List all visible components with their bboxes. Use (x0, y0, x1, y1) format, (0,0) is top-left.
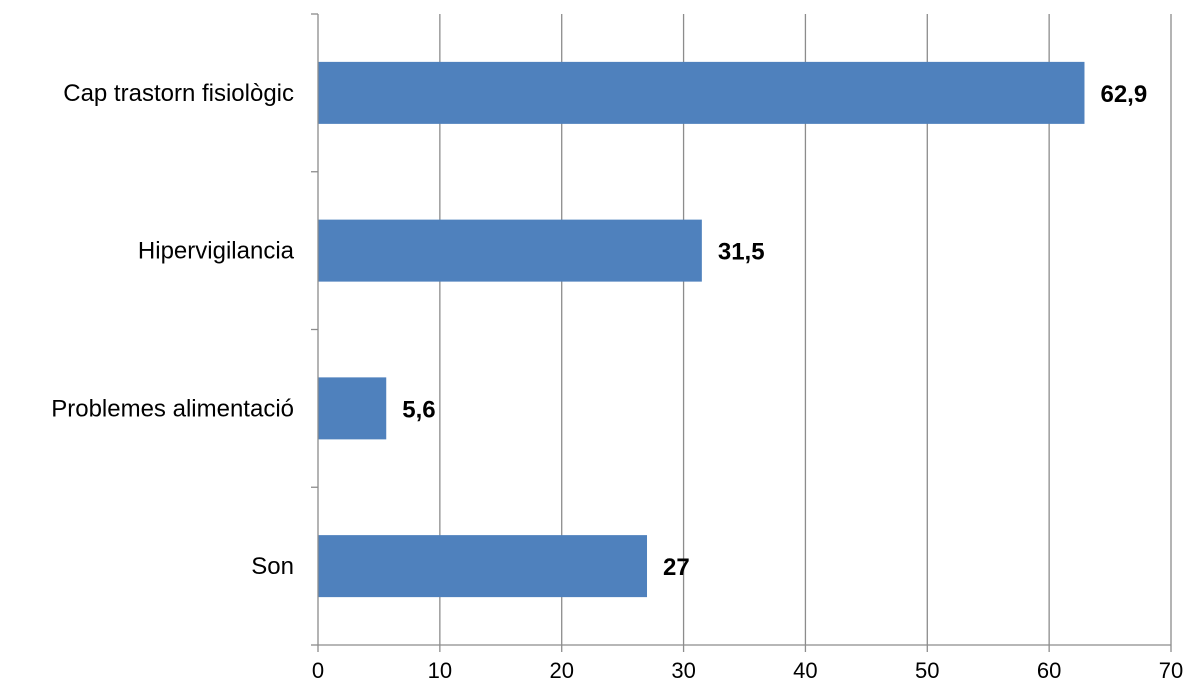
labels: 0 10 20 30 40 50 60 70 Cap trastorn fisiològic 62… (51, 80, 1183, 683)
x-tick-label: 50 (915, 658, 939, 683)
bars (318, 61, 1085, 598)
x-tick-label: 70 (1159, 658, 1183, 683)
axes (311, 13, 1172, 652)
bar (318, 535, 648, 598)
data-label: 62,9 (1100, 81, 1147, 108)
bar (318, 61, 1085, 124)
category-label: Hipervigilancia (138, 238, 295, 265)
x-tick-label: 0 (312, 658, 324, 683)
x-tick-label: 40 (793, 658, 817, 683)
x-tick-label: 10 (428, 658, 452, 683)
data-label: 27 (663, 554, 690, 581)
category-label: Son (251, 553, 294, 580)
x-tick-label: 20 (549, 658, 573, 683)
x-tick-label: 30 (671, 658, 695, 683)
category-label: Problemes alimentació (51, 395, 294, 422)
x-tick-label: 60 (1037, 658, 1061, 683)
data-label: 31,5 (718, 239, 765, 266)
bar (318, 377, 387, 440)
bar (318, 219, 702, 282)
data-label: 5,6 (402, 396, 435, 423)
category-label: Cap trastorn fisiològic (63, 80, 294, 107)
